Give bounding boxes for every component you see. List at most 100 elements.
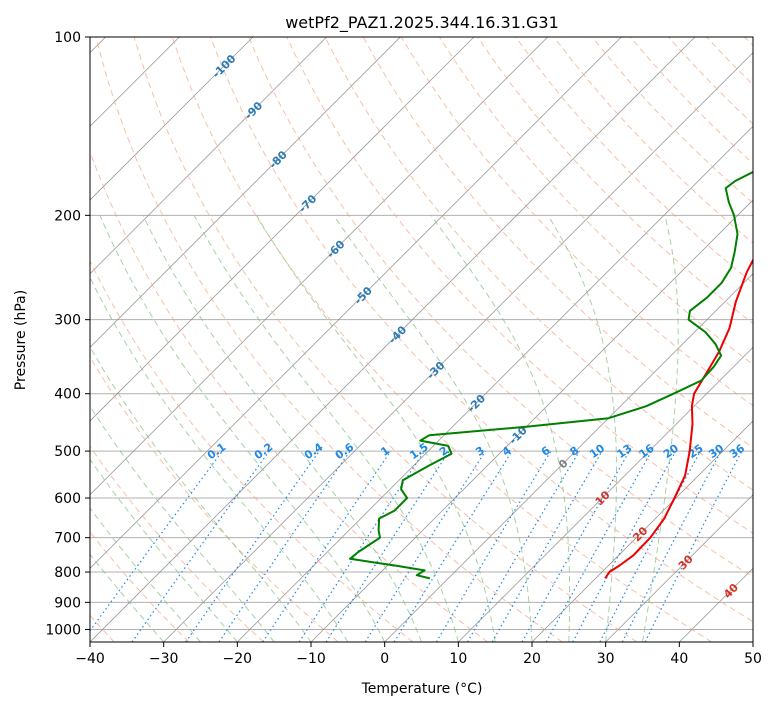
- moist-adiabat-line: [547, 215, 617, 642]
- isotherm-label: -100: [210, 52, 239, 81]
- mixing-ratio-line: [325, 450, 450, 642]
- background-lines: [90, 37, 753, 642]
- y-tick-label: 100: [54, 30, 81, 46]
- y-tick-label: 1000: [45, 622, 81, 638]
- isotherm-line: [90, 37, 327, 275]
- isotherm-label: -60: [324, 238, 347, 261]
- isotherm-line: [237, 125, 753, 642]
- dry-adiabat-line: [210, 37, 753, 623]
- x-tick-label: −30: [149, 651, 179, 667]
- dry-adiabat-line: [553, 37, 753, 244]
- moist-adiabat-line: [193, 215, 459, 642]
- dry-adiabat-line: [90, 445, 264, 642]
- mixing-ratio-line: [218, 450, 351, 642]
- isotherm-line: [90, 37, 548, 496]
- x-tick-label: 0: [380, 651, 389, 667]
- mixing-ratio-line: [262, 450, 392, 642]
- chart-title: wetPf2_PAZ1.2025.344.16.31.G31: [285, 13, 559, 33]
- mixing-ratio-label: 20: [661, 441, 681, 461]
- x-tick-label: −40: [75, 651, 105, 667]
- mixing-ratio-line: [435, 450, 552, 642]
- x-tick-label: −20: [223, 651, 253, 667]
- y-tick-label: 800: [54, 565, 81, 581]
- x-tick-label: 20: [523, 651, 541, 667]
- temperature-profile-line: [604, 257, 753, 579]
- isotherm-line: [90, 37, 254, 201]
- mixing-ratio-line: [298, 450, 425, 642]
- isotherm-label: -30: [424, 359, 447, 382]
- moist-adiabat-line: [142, 215, 422, 642]
- mixing-ratio-label: 13: [615, 442, 635, 461]
- dry-adiabat-line: [90, 150, 488, 642]
- y-tick-label: 300: [54, 313, 81, 329]
- moist-adiabat-line: [333, 215, 533, 642]
- moist-adiabat-line: [90, 553, 165, 642]
- isotherm-line: [90, 37, 622, 569]
- isotherm-line: [679, 567, 753, 642]
- mixing-ratio-label: 30: [706, 441, 726, 461]
- mixing-ratio-line: [466, 450, 580, 642]
- mixing-ratio-line: [599, 450, 702, 642]
- dry-adiabat-line: [90, 259, 414, 642]
- isotherm-label: 30: [676, 552, 696, 572]
- dry-adiabat-line: [90, 356, 339, 642]
- moist-adiabat-line: [99, 215, 386, 642]
- isotherm-label: 10: [593, 488, 613, 508]
- y-tick-label: 200: [54, 208, 81, 224]
- mixing-ratio-line: [644, 450, 743, 642]
- moist-adiabat-line: [430, 215, 571, 642]
- x-tick-label: 30: [597, 651, 615, 667]
- isotherm-line: [384, 273, 753, 642]
- isotherm-line: [531, 420, 753, 642]
- y-tick-label: 500: [54, 444, 81, 460]
- isotherm-label: 0: [556, 456, 571, 471]
- dry-adiabat-line: [324, 37, 753, 491]
- isotherm-line: [752, 641, 753, 642]
- y-axis-title: Pressure (hPa): [13, 290, 29, 390]
- moist-adiabat-line: [90, 276, 349, 642]
- dry-adiabat-line: [744, 37, 753, 47]
- y-tick-label: 900: [54, 595, 81, 611]
- dry-adiabat-line: [591, 37, 753, 204]
- dry-adiabat-line: [706, 37, 753, 86]
- moist-adiabat-line: [90, 405, 275, 642]
- mixing-ratio-line: [572, 450, 677, 642]
- mixing-ratio-label: 1.5: [407, 440, 430, 462]
- dry-adiabat-line: [668, 37, 753, 125]
- dry-adiabat-line: [248, 37, 753, 578]
- mixing-ratio-line: [393, 450, 513, 642]
- y-tick-label: 700: [54, 531, 81, 547]
- mixing-ratio-line: [185, 450, 320, 642]
- isotherm-line: [605, 494, 753, 642]
- dry-adiabat-line: [515, 37, 753, 284]
- moist-adiabat-line: [642, 215, 679, 642]
- isotherm-label: -20: [465, 392, 488, 415]
- moist-adiabat-line: [90, 507, 201, 642]
- plot-frame: [89, 36, 754, 643]
- dry-adiabat-line: [133, 37, 638, 642]
- dewpoint-profile-line: [349, 170, 753, 580]
- x-tick-label: 40: [670, 651, 688, 667]
- mixing-ratio-line: [521, 450, 631, 642]
- isotherm-label: -80: [267, 148, 290, 171]
- x-tick-label: −10: [296, 651, 326, 667]
- dry-adiabat-line: [95, 37, 563, 642]
- isotherm-line: [90, 37, 401, 348]
- isotherm-line: [458, 346, 753, 642]
- sounding-profiles: [349, 170, 753, 580]
- moist-adiabat-line: [255, 215, 496, 642]
- x-axis-title: Temperature (°C): [361, 681, 483, 697]
- isotherm-line: [163, 52, 753, 642]
- x-tick-label: 10: [449, 651, 467, 667]
- x-tick-label: 50: [744, 651, 762, 667]
- isotherm-label: -40: [386, 323, 409, 346]
- mixing-ratio-label: 0.4: [302, 440, 326, 462]
- mixing-ratio-label: 0.6: [333, 440, 357, 462]
- mixing-ratio-label: 10: [587, 441, 607, 461]
- mixing-ratio-label: 16: [637, 441, 657, 461]
- moist-adiabat-line: [90, 345, 312, 642]
- mixing-ratio-label: 0.2: [252, 440, 275, 462]
- isotherm-line: [90, 37, 475, 422]
- dry-adiabat-line: [286, 37, 753, 534]
